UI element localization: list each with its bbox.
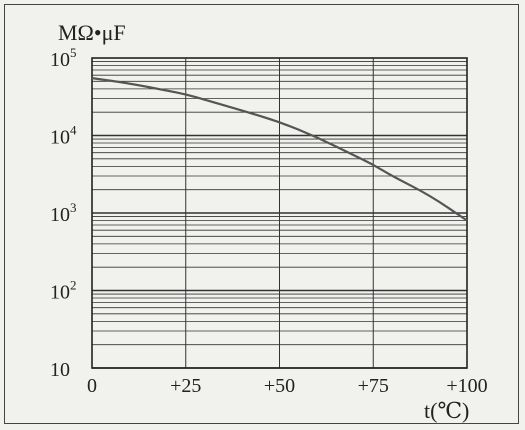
y-tick-base: 10 xyxy=(50,49,70,71)
x-axis-label: t(℃) xyxy=(424,398,469,423)
x-tick-label: +75 xyxy=(358,375,389,397)
y-tick-exponent: 2 xyxy=(70,278,77,293)
series xyxy=(91,77,468,222)
y-tick-exponent: 4 xyxy=(70,123,77,138)
y-tick-base: 10 xyxy=(50,204,70,226)
y-tick-base: 10 xyxy=(50,359,70,381)
y-tick-label: 105 xyxy=(50,45,77,71)
x-tick-label: +25 xyxy=(170,375,201,397)
y-tick-label: 10 xyxy=(50,359,70,381)
x-tick-label: 0 xyxy=(87,375,97,397)
y-tick-base: 10 xyxy=(50,127,70,149)
y-tick-label: 103 xyxy=(50,200,77,226)
axes xyxy=(91,57,468,369)
x-tick-label: +50 xyxy=(264,375,295,397)
y-tick-label: 102 xyxy=(50,278,77,304)
y-tick-label: 104 xyxy=(50,123,77,149)
series-line xyxy=(91,77,468,222)
grid xyxy=(91,58,468,369)
chart-frame xyxy=(4,4,519,424)
y-axis-label: MΩ•μF xyxy=(58,20,126,45)
y-tick-base: 10 xyxy=(50,282,70,304)
y-tick-exponent: 3 xyxy=(70,200,77,215)
x-tick-label: +100 xyxy=(446,375,487,397)
plot-border xyxy=(91,57,468,369)
y-tick-exponent: 5 xyxy=(70,45,77,60)
